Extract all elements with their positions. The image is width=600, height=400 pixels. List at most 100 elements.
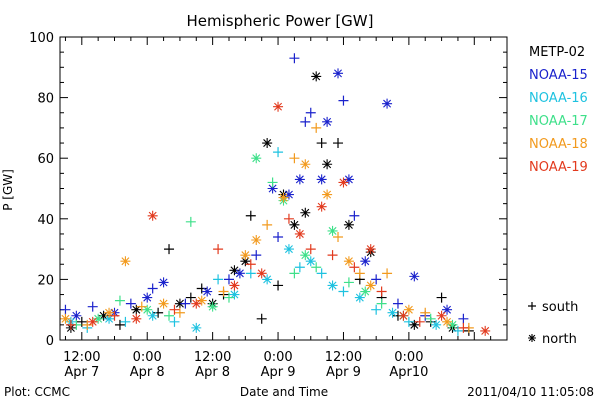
data-point-north (256, 268, 267, 279)
data-point-north (104, 313, 115, 324)
data-point-south (87, 301, 98, 312)
data-point-south (371, 274, 382, 285)
data-point-north (158, 298, 169, 309)
data-point-north (87, 316, 98, 327)
legend: METP-02 NOAA-15 NOAA-16 NOAA-17 NOAA-18 NOAA-… (529, 45, 588, 175)
data-point-south (316, 268, 327, 279)
data-point-south (392, 298, 403, 309)
data-point-north (267, 183, 278, 194)
chart-title: Hemispheric Power [GW] (187, 12, 374, 30)
data-point-north (365, 280, 376, 291)
data-point-north (142, 304, 153, 315)
data-point-north (300, 159, 311, 170)
data-point-north (327, 280, 338, 291)
data-point-north (409, 271, 420, 282)
data-point-south (169, 316, 180, 327)
data-point-south (403, 316, 414, 327)
x-tick-day-label: Apr 9 (326, 365, 361, 380)
data-point-south (251, 250, 262, 261)
data-point-south (153, 307, 164, 318)
data-point-south (349, 210, 360, 221)
data-point-south (185, 292, 196, 303)
data-point-south (354, 268, 365, 279)
series-metp-02 (65, 71, 474, 336)
x-tick-day-label: Apr 7 (64, 365, 99, 380)
data-point-south (289, 153, 300, 164)
data-point-south (376, 286, 387, 297)
x-tick-day-label: Apr10 (389, 365, 428, 380)
data-point-north (142, 292, 153, 303)
y-tick-label: 40 (37, 213, 54, 228)
data-point-north (93, 313, 104, 324)
data-point-south (245, 268, 256, 279)
data-point-north (322, 189, 333, 200)
data-point-south (327, 250, 338, 261)
data-point-north (360, 256, 371, 267)
data-point-south (213, 274, 224, 285)
data-point-north (283, 244, 294, 255)
data-point-south (245, 210, 256, 221)
data-point-north (403, 304, 414, 315)
series-noaa-16 (65, 147, 463, 336)
data-point-north (447, 319, 458, 330)
data-point-south (289, 53, 300, 64)
data-point-north (316, 201, 327, 212)
footer-timestamp: 2011/04/10 11:05:08 (467, 385, 594, 399)
plot-frame (59, 36, 508, 341)
data-point-north (71, 310, 82, 321)
y-tick-label: 80 (37, 92, 54, 107)
legend-entry: NOAA-15 (529, 68, 588, 83)
data-point-south (311, 262, 322, 273)
data-point-north (120, 256, 131, 267)
data-point-south (223, 292, 234, 303)
data-point-north (131, 313, 142, 324)
data-point-south (169, 304, 180, 315)
data-point-north (360, 286, 371, 297)
x-tick-time-label: 12:00 (194, 350, 231, 365)
data-point-south (114, 295, 125, 306)
data-point-north (333, 68, 344, 79)
series-noaa-15 (60, 53, 469, 324)
data-point-south (333, 231, 344, 242)
data-point-south (289, 268, 300, 279)
data-point-north (273, 101, 284, 112)
data-point-south (267, 177, 278, 188)
x-tick-day-label: Apr 9 (261, 365, 296, 380)
data-point-south (114, 319, 125, 330)
data-point-south (245, 259, 256, 270)
data-point-south (174, 307, 185, 318)
data-point-north (98, 310, 109, 321)
legend-north-marker (528, 334, 536, 342)
legend-marker-label: south (542, 300, 578, 315)
data-point-north (207, 301, 218, 312)
data-point-north (294, 174, 305, 185)
data-point-south (371, 304, 382, 315)
data-point-south (120, 316, 131, 327)
data-point-south (109, 310, 120, 321)
data-point-north (104, 307, 115, 318)
data-point-south (256, 313, 267, 324)
y-axis-ticks: 0 20 40 60 80 100 (29, 31, 507, 349)
data-point-north (327, 225, 338, 236)
data-point-south (343, 277, 354, 288)
data-point-north (365, 244, 376, 255)
data-point-north (436, 310, 447, 321)
data-point-north (191, 322, 202, 333)
data-point-south (262, 219, 273, 230)
y-tick-label: 60 (37, 152, 54, 167)
y-tick-label: 20 (37, 273, 54, 288)
data-point-south (218, 286, 229, 297)
data-point-north (262, 274, 273, 285)
data-point-south (305, 244, 316, 255)
data-point-north (229, 289, 240, 300)
data-point-south (164, 244, 175, 255)
data-point-north (442, 316, 453, 327)
data-point-south (180, 298, 191, 309)
data-point-north (431, 319, 442, 330)
data-point-north (480, 325, 491, 336)
data-point-south (338, 95, 349, 106)
legend-entry: NOAA-17 (529, 114, 588, 129)
data-point-south (333, 138, 344, 149)
data-point-north (240, 256, 251, 267)
